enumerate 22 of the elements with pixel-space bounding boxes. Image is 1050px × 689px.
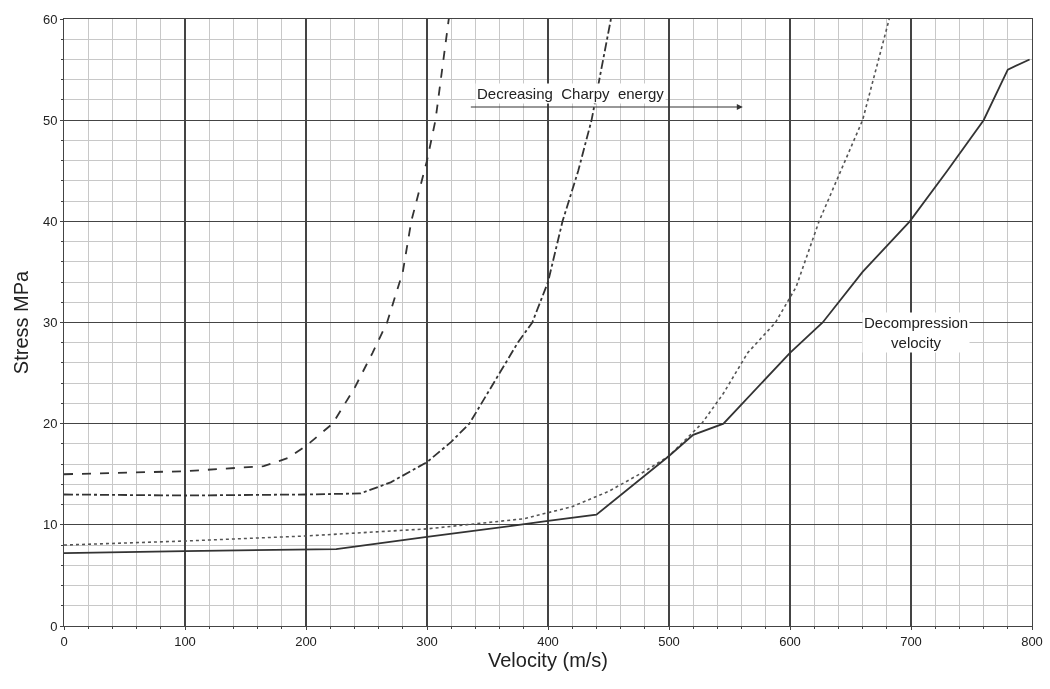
line-series [64, 58, 1031, 555]
x-axis-title: Velocity (m/s) [487, 648, 609, 671]
x-tick-label: 800 [1021, 633, 1043, 649]
x-tick-label: 600 [779, 633, 801, 649]
x-tick-label: 500 [658, 633, 680, 649]
x-tick-label: 300 [416, 633, 438, 649]
line-series [64, 19, 450, 476]
y-tick-label: 10 [42, 517, 58, 533]
y-tick-label: 0 [50, 618, 58, 634]
y-tick-label: 30 [42, 315, 58, 331]
y-tick-label: 40 [42, 213, 58, 229]
annotation: Decompression velocity [864, 314, 969, 351]
x-tick-label: 0 [60, 633, 68, 649]
y-axis-title: Stress MPa [10, 269, 33, 375]
x-tick-label: 400 [537, 633, 559, 649]
y-tick-label: 60 [42, 11, 58, 27]
y-tick-label: 50 [42, 112, 58, 128]
y-tick-label: 20 [42, 416, 58, 432]
annotation: Decreasing Charpy energy [477, 85, 665, 102]
x-tick-label: 200 [295, 633, 317, 649]
x-tick-label: 100 [174, 633, 196, 649]
x-tick-label: 700 [900, 633, 922, 649]
